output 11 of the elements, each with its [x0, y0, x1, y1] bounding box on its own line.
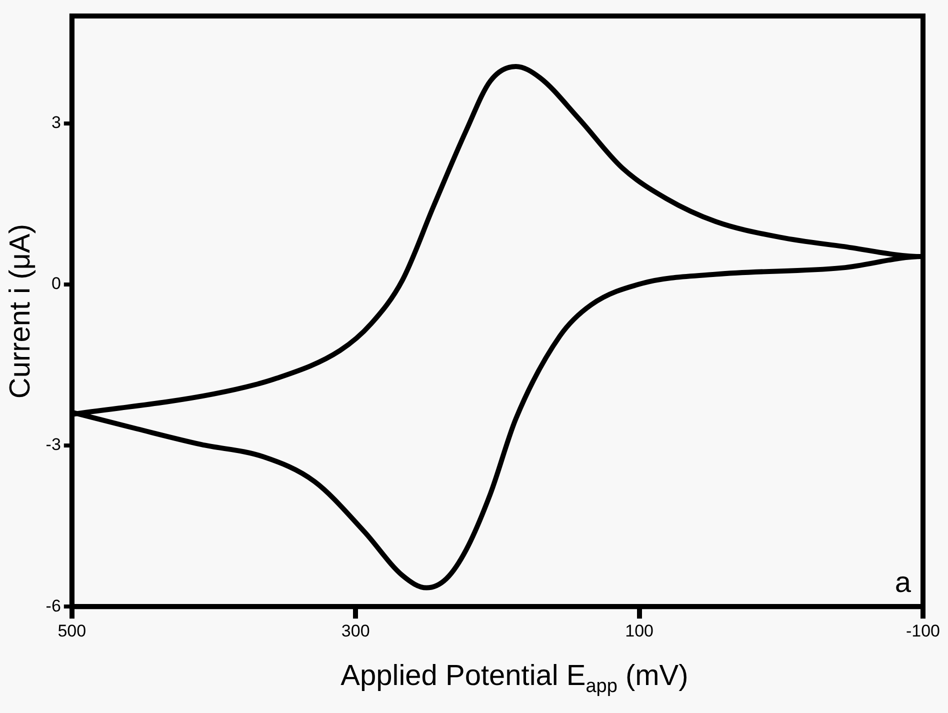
y-tick-label: 3: [51, 113, 61, 132]
annotation: a: [894, 567, 912, 600]
y-axis-title: Current i (μA): [4, 224, 36, 399]
x-tick-label: 300: [341, 621, 370, 640]
x-tick-label: -100: [906, 621, 940, 640]
y-tick-label: -3: [46, 435, 61, 454]
x-tick-label: 500: [58, 621, 86, 640]
y-tick-label: -6: [46, 596, 61, 616]
x-tick-label: 100: [625, 621, 654, 640]
x-axis-title: Applied Potential E$_{app}$ (mV): [340, 660, 690, 698]
y-tick-label: 0: [51, 274, 61, 294]
